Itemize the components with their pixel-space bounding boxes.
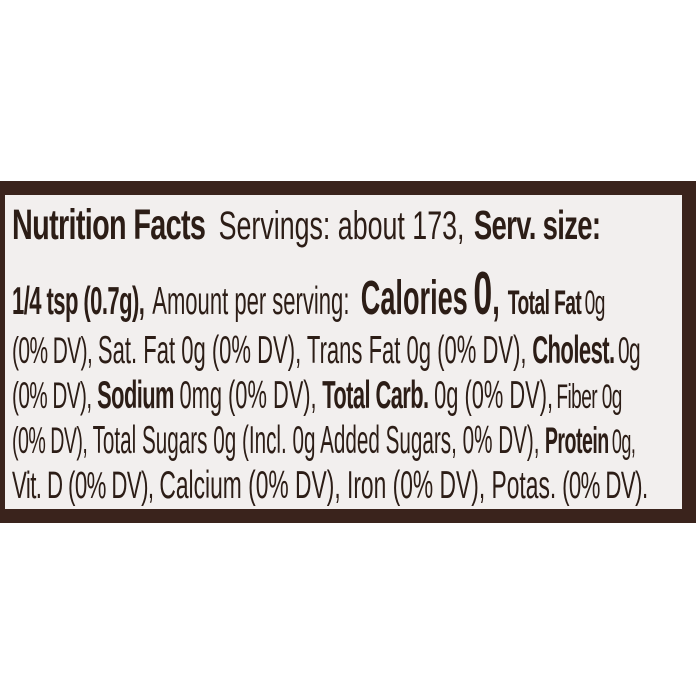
label-line-2: 1/4 tsp (0.7g), Amount per serving: Calo… [12,259,605,329]
label-line-4: (0% DV), Sodium 0mg (0% DV), Total Carb.… [12,374,622,419]
protein-label: Protein [544,420,609,461]
total-carb-value: 0g (0% DV), [434,374,554,417]
nutrition-facts-title: Nutrition Facts [12,201,206,249]
label-line-6: Vit. D (0% DV), Calcium (0% DV), Iron (0… [12,464,648,509]
sugars-text: Total Sugars 0g (Incl. 0g Added Sugars, … [92,419,540,462]
sodium-label: Sodium [97,374,174,417]
label-line-1: Nutrition Facts Servings: about 173, Ser… [12,201,601,259]
sodium-value: 0mg (0% DV), [179,374,317,417]
total-fat-dv-text: (0% DV), [12,330,93,371]
calories-value: 0 [473,260,493,327]
cholesterol-label: Cholest. [532,329,615,372]
serving-size-value: 1/4 tsp (0.7g), [12,280,145,323]
amount-per-serving-label: Amount per serving: [152,280,350,323]
servings-count-text: Servings: about 173, [218,204,465,248]
protein-value: 0g, [611,423,636,461]
cholesterol-value: 0g [617,330,641,371]
label-line-3: (0% DV), Sat. Fat 0g (0% DV), Trans Fat … [12,329,641,374]
fiber-text: Fiber 0g [556,378,622,416]
label-line-5: (0% DV), Total Sugars 0g (Incl. 0g Added… [12,419,636,464]
total-fat-value: 0g [584,284,606,322]
serving-size-label: Serv. size: [473,202,601,248]
total-fat-label: Total Fat [507,284,582,322]
fiber-dv-text: (0% DV), [12,420,88,461]
calories-comma: , [492,272,500,325]
total-carb-label: Total Carb. [322,374,429,417]
potassium-dv-text: (0% DV). [562,465,648,507]
cholesterol-dv-text: (0% DV), [12,375,92,416]
vitamin-d-text: Vit. D (0% DV), [12,465,154,507]
minerals-text: Calcium (0% DV), Iron (0% DV), Potas. [159,464,557,507]
satfat-transfat-text: Sat. Fat 0g (0% DV), Trans Fat 0g (0% DV… [97,329,527,372]
nutrition-label-text-area: Nutrition Facts Servings: about 173, Ser… [5,195,682,509]
nutrition-label: Nutrition Facts Servings: about 173, Ser… [0,181,696,523]
calories-label: Calories [360,272,468,325]
